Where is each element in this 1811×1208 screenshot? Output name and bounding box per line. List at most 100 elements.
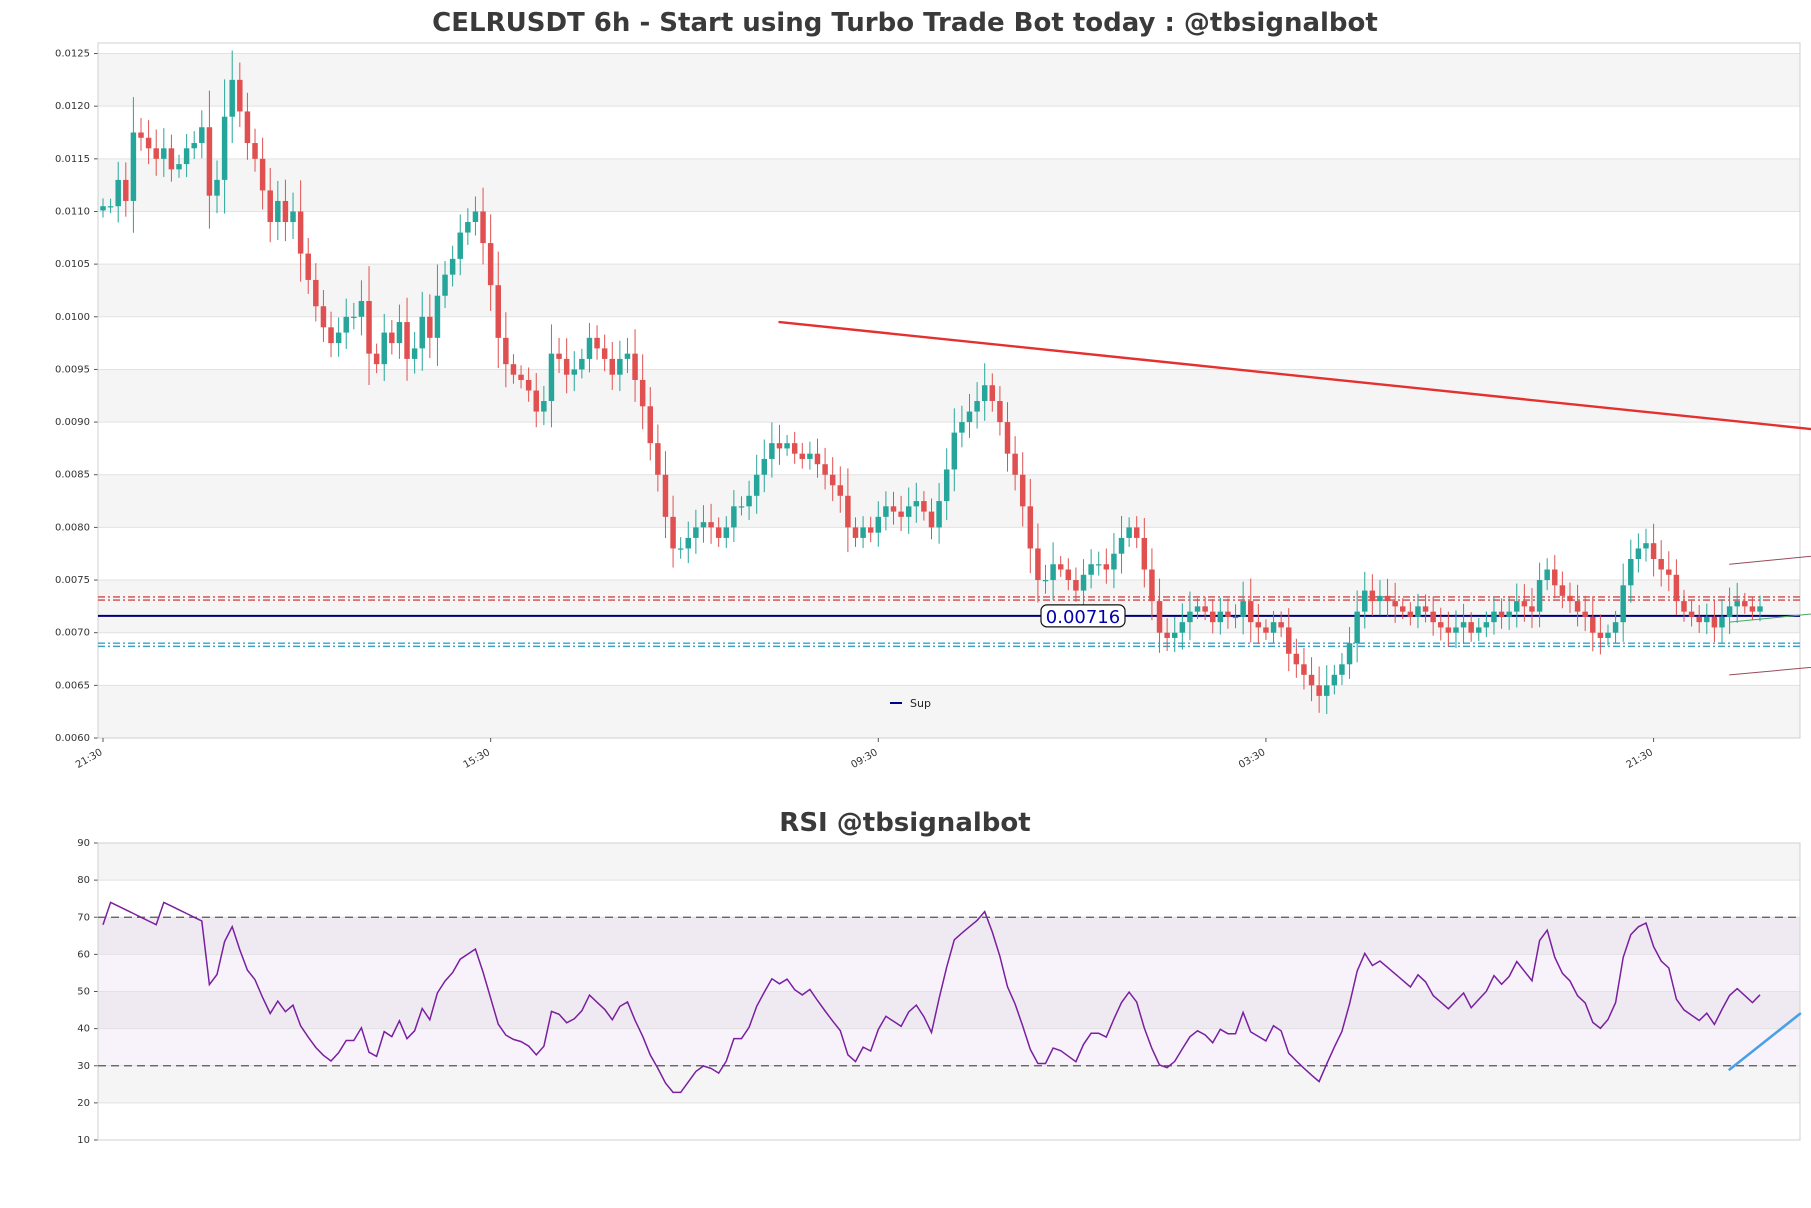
- candle: [624, 353, 631, 359]
- candle: [579, 358, 585, 370]
- candle: [883, 506, 889, 517]
- candle: [1407, 611, 1414, 617]
- candle: [1567, 595, 1573, 602]
- candle: [662, 474, 669, 517]
- candle: [1293, 653, 1300, 665]
- candle: [1362, 590, 1368, 612]
- candle: [685, 537, 692, 549]
- candle: [449, 258, 456, 275]
- y-tick-label: 60: [77, 949, 90, 960]
- candle: [807, 453, 813, 459]
- candle: [1483, 622, 1490, 628]
- candle: [601, 348, 608, 359]
- candle: [396, 322, 403, 344]
- candle: [974, 401, 980, 412]
- candle: [1673, 574, 1680, 602]
- candle: [1597, 632, 1604, 638]
- trendline: [778, 320, 1811, 431]
- candle: [928, 511, 935, 528]
- candle: [1217, 611, 1224, 623]
- x-tick-label: 21:30: [74, 747, 104, 771]
- candle: [784, 443, 790, 449]
- candle: [168, 148, 175, 170]
- candle: [335, 332, 342, 344]
- candle: [700, 522, 707, 528]
- candle: [677, 548, 684, 550]
- candle: [723, 527, 730, 538]
- candle: [1209, 611, 1216, 623]
- candle: [989, 385, 996, 402]
- candle: [1118, 537, 1125, 554]
- candle: [328, 327, 334, 344]
- candle: [1468, 622, 1474, 633]
- y-tick-label: 0.0100: [55, 312, 90, 323]
- candle: [1696, 616, 1702, 623]
- candle: [693, 527, 699, 538]
- price-label-box: [1040, 604, 1126, 628]
- candle: [1080, 574, 1087, 591]
- grid-band: [98, 1102, 1800, 1140]
- candle: [1574, 601, 1581, 612]
- candle: [1263, 627, 1269, 633]
- candle: [708, 522, 714, 528]
- candle: [1734, 601, 1740, 607]
- candle: [1476, 627, 1482, 633]
- y-tick-label: 0.0110: [55, 206, 90, 217]
- candle: [161, 148, 167, 159]
- candle: [609, 358, 615, 375]
- candle: [1369, 590, 1376, 602]
- candle: [1400, 606, 1406, 612]
- grid-band: [98, 211, 1800, 265]
- candle: [966, 411, 973, 423]
- candle: [1012, 453, 1018, 475]
- candle: [1232, 616, 1239, 619]
- y-tick-label: 0.0075: [55, 575, 90, 586]
- candle: [1650, 543, 1657, 559]
- candle: [647, 406, 654, 444]
- candle: [769, 443, 775, 459]
- candle: [738, 506, 745, 508]
- grid-band: [98, 685, 1800, 738]
- grid-band: [98, 843, 1800, 881]
- candle: [1552, 569, 1558, 586]
- candle: [130, 132, 137, 201]
- x-tick-label: 21:30: [1625, 747, 1655, 771]
- y-tick-label: 0.0095: [55, 364, 90, 375]
- candle: [1620, 585, 1626, 623]
- y-tick-label: 0.0105: [55, 259, 90, 270]
- candle: [1445, 627, 1452, 633]
- candle: [1688, 611, 1695, 617]
- candle: [275, 200, 281, 223]
- candle: [495, 285, 501, 338]
- candle: [981, 385, 988, 402]
- grid-band: [98, 632, 1800, 686]
- y-tick-label: 90: [77, 838, 90, 849]
- candle: [1742, 601, 1748, 607]
- candle: [1635, 548, 1642, 559]
- y-tick-label: 0.0065: [55, 680, 90, 691]
- candle: [921, 501, 927, 512]
- candle: [1422, 606, 1429, 612]
- grid-band: [98, 158, 1800, 212]
- candle: [1491, 611, 1497, 623]
- candle: [1590, 616, 1596, 633]
- candle: [829, 474, 836, 486]
- price-chart-title: CELRUSDT 6h - Start using Turbo Trade Bo…: [432, 8, 1378, 38]
- candle: [465, 222, 471, 233]
- candle: [1149, 569, 1155, 602]
- candle: [411, 348, 418, 359]
- candle: [845, 495, 851, 528]
- candle: [259, 158, 266, 191]
- candle: [548, 353, 555, 402]
- candle: [427, 316, 433, 338]
- candle: [199, 127, 205, 144]
- candle: [221, 116, 228, 180]
- candle: [1377, 595, 1383, 602]
- y-tick-label: 30: [77, 1061, 90, 1072]
- y-tick-label: 0.0120: [55, 101, 90, 112]
- candle: [343, 316, 349, 333]
- candle: [1133, 527, 1140, 538]
- candle: [586, 337, 593, 359]
- candle: [1346, 643, 1353, 665]
- candle: [1681, 601, 1687, 612]
